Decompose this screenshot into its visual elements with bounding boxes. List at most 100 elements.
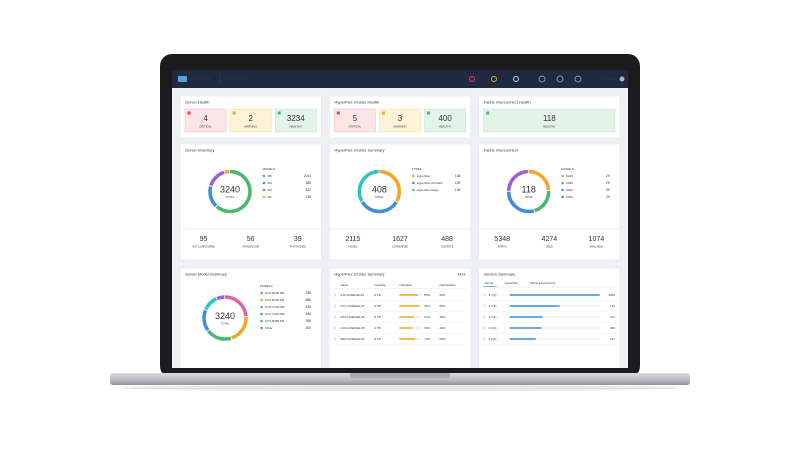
panel — [478, 267, 621, 368]
panel-title: HyperFlex Cluster Summary — [334, 272, 384, 277]
donut-segment — [357, 169, 402, 214]
alert-icon[interactable] — [513, 76, 519, 82]
legend-value: 686 — [306, 298, 312, 302]
health-label: WARNING — [393, 125, 406, 129]
legend-dot — [412, 174, 415, 178]
legend-value: 786 — [306, 291, 312, 295]
legend-label: Other — [265, 326, 273, 330]
row-chevron[interactable] — [483, 315, 486, 319]
row-chevron[interactable] — [483, 293, 486, 297]
legend-label: 6248 — [566, 174, 573, 178]
donut-total: 118 — [521, 184, 535, 194]
donut-total-label: TOTAL — [375, 195, 384, 199]
legend-dot — [412, 181, 415, 185]
footer-label: FI-ATTACHED — [290, 246, 306, 249]
legend-value: 25 — [606, 181, 610, 185]
alert-icon[interactable] — [469, 76, 475, 82]
toolbar-icon[interactable] — [574, 75, 582, 83]
legend-dot — [561, 195, 564, 199]
alert-count: 4 — [477, 76, 480, 81]
column-header: Utilization — [399, 283, 412, 287]
cell-text: 91% — [424, 304, 430, 308]
footer-value: 1074 — [589, 236, 605, 243]
donut-total-label: TOTAL — [524, 195, 533, 199]
cell-text: LON-HXEDGE-05 — [340, 326, 365, 330]
health-marker — [427, 111, 431, 115]
laptop-notch — [350, 373, 450, 378]
cell-text: 6 TB — [374, 304, 380, 308]
row-chevron[interactable] — [334, 315, 337, 319]
version-name: 3.0(4) — [489, 326, 497, 330]
donut-total: 3240 — [215, 311, 235, 321]
legend-value: 138 — [455, 174, 461, 178]
donut-segment — [506, 169, 551, 214]
row-chevron[interactable] — [483, 304, 486, 308]
cell-text: 18% — [439, 315, 445, 319]
row-chevron[interactable] — [334, 326, 337, 330]
toolbar-icon[interactable] — [556, 75, 564, 83]
health-marker — [336, 111, 340, 115]
health-value: 118 — [543, 114, 556, 123]
legend-value: 135 — [455, 181, 461, 185]
legend-value: 536 — [306, 312, 312, 316]
donut-segment — [208, 169, 252, 214]
footer-label: NOT CONFIGURED — [192, 246, 215, 249]
column-header: Optimization — [439, 283, 456, 287]
user-icon[interactable] — [619, 76, 625, 82]
row-chevron[interactable] — [334, 337, 337, 341]
footer-value: 488 — [441, 236, 453, 243]
alert-count: 2 — [499, 76, 502, 81]
footer-label: COMPUTE — [441, 246, 454, 249]
donut-segment — [357, 169, 402, 214]
health-label: WARNING — [244, 125, 257, 129]
legend-value: 135 — [455, 188, 461, 192]
legend-title: MODELS — [561, 167, 574, 171]
legend-label: 6296 — [566, 181, 573, 185]
footer-label: NODES — [348, 246, 357, 249]
donut-segment — [202, 295, 248, 341]
health-label: HEALTHY — [543, 125, 556, 129]
legend-value: 396 — [306, 319, 312, 323]
legend-label: 6332 — [566, 188, 573, 192]
tab[interactable]: Server — [485, 281, 494, 285]
version-bar — [509, 294, 600, 296]
tab[interactable]: Fabric Interconnect — [530, 281, 556, 285]
footer-value: 5348 — [494, 236, 510, 243]
more-link[interactable]: More — [458, 272, 466, 276]
panel-title: Fabric Interconnect Health — [484, 100, 531, 105]
version-track — [509, 327, 600, 329]
toolbar-icon[interactable] — [538, 75, 546, 83]
panel-title: HyperFlex Cluster Summary — [334, 148, 384, 153]
row-chevron[interactable] — [334, 304, 337, 308]
version-name: 3.1(3) — [489, 293, 497, 297]
health-box — [424, 108, 466, 133]
tab[interactable]: HyperFlex — [504, 281, 518, 285]
footer-label: USED — [546, 246, 553, 249]
panel — [329, 267, 471, 368]
legend-title: MODELS — [263, 167, 276, 171]
util-bar — [399, 327, 413, 329]
legend-dot — [260, 326, 263, 330]
legend-label: M5 — [268, 174, 272, 178]
row-chevron[interactable] — [334, 293, 337, 297]
alert-icon[interactable] — [491, 76, 497, 82]
donut-total-label: TOTAL — [221, 322, 230, 326]
row-chevron[interactable] — [483, 337, 486, 341]
user-name: Username — [597, 76, 616, 81]
row-chevron[interactable] — [483, 326, 486, 330]
panel — [179, 143, 322, 261]
version-name: 3.1(2) — [489, 304, 497, 308]
legend-title: MODELS — [260, 284, 273, 288]
panel-title: Server Inventory — [185, 148, 214, 153]
laptop-shadow — [120, 385, 680, 391]
cell-text: 55% — [439, 304, 445, 308]
health-box — [483, 108, 616, 133]
legend-dot — [260, 312, 263, 316]
alert-count: 4 — [521, 76, 524, 81]
legend-value: 522 — [306, 188, 312, 192]
panel-title: Fabric Interconnect — [484, 148, 519, 153]
legend-dot — [561, 188, 564, 192]
health-marker — [232, 111, 236, 115]
version-bar — [509, 305, 560, 307]
legend-dot — [262, 174, 266, 178]
